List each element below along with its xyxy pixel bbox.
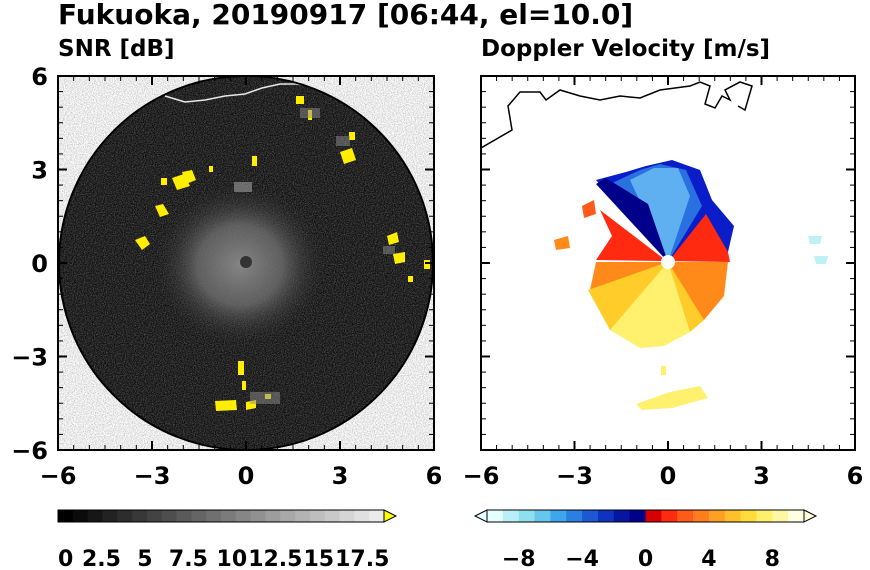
snr-x-tick-label: 0	[238, 462, 255, 490]
doppler-colorbar-step	[661, 510, 678, 522]
doppler-colorbar-step	[756, 510, 773, 522]
doppler-colorbar-tick-label: 4	[701, 547, 716, 570]
snr-radar-site	[240, 256, 252, 268]
snr-y-tick-label: −3	[11, 344, 48, 372]
snr-colorbar-extend-max	[383, 509, 398, 523]
snr-x-tick-label: 3	[332, 462, 349, 490]
snr-colorbar-tick-label: 7.5	[169, 547, 208, 570]
snr-colorbar-tick-label: 12.5	[248, 547, 302, 570]
doppler-colorbar-step	[772, 510, 789, 522]
snr-colorbar-step	[102, 510, 118, 522]
doppler-colorbar-step	[788, 510, 805, 522]
snr-colorbar-step	[72, 510, 89, 522]
doppler-colorbar-extend-max	[803, 509, 818, 523]
doppler-colorbar-bar	[487, 510, 805, 522]
doppler-colorbar-step	[566, 510, 583, 522]
snr-colorbar-tick-label: 10	[217, 547, 248, 570]
snr-colorbar-step	[309, 510, 326, 522]
snr-panel-title: SNR [dB]	[58, 36, 175, 62]
snr-colorbar: 0 2.5 5 7.5 10 12.5 15 17.5	[57, 509, 398, 570]
snr-colorbar-step	[206, 510, 222, 522]
doppler-colorbar-step	[487, 510, 504, 522]
doppler-colorbar-extend-min	[473, 509, 488, 523]
snr-axes: −6 −3 0 3 6 6 3 0 −3 −6	[11, 63, 442, 490]
doppler-colorbar-step	[645, 510, 662, 522]
snr-colorbar-step	[369, 510, 385, 522]
snr-colorbar-step	[265, 510, 281, 522]
snr-colorbar-tick-label: 17.5	[335, 547, 389, 570]
snr-colorbar-step	[117, 510, 133, 522]
snr-y-tick-label: 3	[31, 157, 48, 185]
doppler-colorbar-tick-label: −8	[502, 547, 536, 570]
snr-colorbar-step	[354, 510, 370, 522]
snr-colorbar-tick-label: 0	[58, 547, 73, 570]
doppler-colorbar-step	[724, 510, 742, 522]
snr-colorbar-step	[161, 510, 178, 522]
snr-y-tick-label: 6	[31, 63, 48, 91]
doppler-x-tick-label: −6	[463, 462, 500, 490]
snr-x-tick-label: 6	[426, 462, 443, 490]
doppler-echo-field	[554, 160, 828, 410]
doppler-x-tick-label: 6	[847, 462, 864, 490]
snr-colorbar-step	[250, 510, 266, 522]
doppler-colorbar-step	[534, 510, 551, 522]
doppler-colorbar: −8 −4 0 4 8	[473, 509, 818, 570]
doppler-colorbar-step	[677, 510, 694, 522]
snr-colorbar-step	[295, 510, 311, 522]
snr-clutter-echoes	[135, 96, 430, 411]
figure-title: Fukuoka, 20190917 [06:44, el=10.0]	[58, 0, 633, 31]
snr-colorbar-step	[324, 510, 341, 522]
snr-colorbar-step	[132, 510, 148, 522]
doppler-colorbar-step	[613, 510, 631, 522]
doppler-colorbar-step	[629, 510, 646, 522]
doppler-colorbar-step	[708, 510, 726, 522]
doppler-axes: −6 −3 0 3 6	[463, 75, 864, 490]
doppler-colorbar-step	[597, 510, 615, 522]
doppler-colorbar-step	[740, 510, 757, 522]
snr-colorbar-step	[235, 510, 252, 522]
snr-colorbar-step	[221, 510, 237, 522]
snr-colorbar-step	[146, 510, 163, 522]
snr-colorbar-tick-label: 5	[137, 547, 152, 570]
doppler-colorbar-step	[693, 510, 710, 522]
snr-colorbar-tick-label: 15	[303, 547, 334, 570]
snr-y-tick-label: 0	[31, 250, 48, 278]
snr-x-tick-label: −3	[134, 462, 171, 490]
doppler-colorbar-step	[582, 510, 599, 522]
snr-colorbar-step	[176, 510, 192, 522]
doppler-colorbar-tick-label: 8	[765, 547, 780, 570]
doppler-coastline	[481, 81, 753, 149]
doppler-x-tick-label: −3	[556, 462, 593, 490]
snr-colorbar-step	[191, 510, 207, 522]
snr-colorbar-step	[280, 510, 296, 522]
snr-weak-echoes	[234, 108, 395, 404]
doppler-panel-title: Doppler Velocity [m/s]	[481, 36, 770, 62]
snr-colorbar-step	[87, 510, 103, 522]
doppler-colorbar-step	[550, 510, 567, 522]
doppler-x-tick-label: 3	[753, 462, 770, 490]
snr-x-tick-label: −6	[40, 462, 77, 490]
doppler-x-tick-label: 0	[660, 462, 677, 490]
snr-colorbar-tick-label: 2.5	[82, 547, 121, 570]
snr-y-tick-label: −6	[11, 437, 48, 465]
doppler-colorbar-tick-label: −4	[565, 547, 599, 570]
snr-plot-area	[58, 76, 434, 450]
doppler-colorbar-step	[502, 510, 520, 522]
snr-colorbar-step	[339, 510, 355, 522]
doppler-colorbar-step	[518, 510, 536, 522]
doppler-plot-area	[481, 76, 855, 450]
doppler-colorbar-tick-label: 0	[638, 547, 653, 570]
snr-near-range-echo	[155, 185, 325, 345]
snr-colorbar-step	[58, 510, 74, 522]
